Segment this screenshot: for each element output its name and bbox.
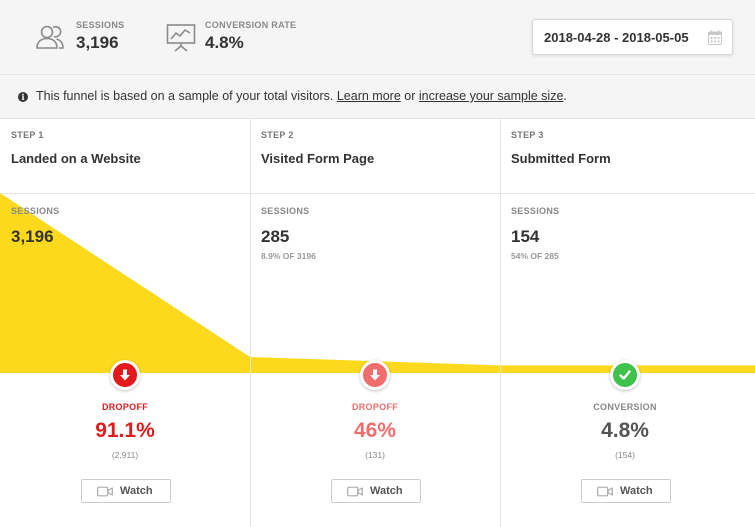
learn-more-link[interactable]: Learn more (336, 89, 401, 103)
change-kind: DROPOFF (351, 402, 399, 412)
funnel-area: STEP 1 Landed on a Website SESSIONS 3,19… (0, 119, 755, 527)
watch-button[interactable]: Watch (331, 479, 421, 503)
change-kind: DROPOFF (101, 402, 149, 412)
column-divider (250, 119, 251, 527)
funnel-shape (0, 193, 755, 373)
date-range-picker[interactable]: 2018-04-28 - 2018-05-05 (532, 19, 733, 55)
watch-label: Watch (620, 485, 653, 497)
step-number: STEP 3 (511, 130, 544, 140)
funnel-step-1: STEP 1 Landed on a Website SESSIONS 3,19… (0, 119, 250, 527)
sessions-value: 3,196 (11, 227, 54, 246)
column-divider (500, 119, 501, 527)
change-count: (154) (615, 450, 635, 460)
sample-notice: i This funnel is based on a sample of yo… (0, 75, 755, 119)
date-range-value: 2018-04-28 - 2018-05-05 (544, 30, 689, 45)
calendar-icon (708, 30, 722, 45)
conversion-badge (610, 360, 640, 390)
funnel-step-2: STEP 2 Visited Form Page SESSIONS 285 8.… (250, 119, 500, 527)
video-camera-icon (597, 486, 613, 497)
step-name: Submitted Form (511, 151, 611, 166)
change-percent: 91.1% (95, 419, 155, 442)
notice-or: or (404, 89, 416, 103)
video-camera-icon (347, 486, 363, 497)
sessions-label: SESSIONS (511, 206, 560, 216)
step-number: STEP 2 (261, 130, 294, 140)
change-percent: 4.8% (601, 419, 649, 442)
dropoff-badge (110, 360, 140, 390)
users-icon (36, 25, 64, 49)
watch-label: Watch (120, 485, 153, 497)
info-icon: i (18, 92, 28, 102)
arrow-down-icon (120, 369, 130, 381)
header-bar: SESSIONS 3,196 CONVERSION RATE 4.8% 2018… (0, 0, 755, 75)
conversion-rate-value: 4.8% (205, 33, 244, 52)
change-kind: CONVERSION (593, 402, 657, 412)
step-name: Landed on a Website (11, 151, 141, 166)
change-count: (2,911) (111, 450, 139, 460)
change-percent: 46% (353, 419, 397, 442)
step-number: STEP 1 (11, 130, 44, 140)
watch-button[interactable]: Watch (581, 479, 671, 503)
sessions-label: SESSIONS (11, 206, 60, 216)
sessions-percent: 54% OF 285 (511, 251, 559, 261)
notice-text: This funnel is based on a sample of your… (36, 89, 567, 103)
funnel-chart (0, 193, 755, 373)
sessions-percent: 8.9% OF 3196 (261, 251, 316, 261)
notice-end: . (563, 89, 567, 103)
sessions-value: 154 (511, 227, 540, 246)
watch-label: Watch (370, 485, 403, 497)
video-camera-icon (97, 486, 113, 497)
header-divider (0, 193, 755, 194)
notice-message: This funnel is based on a sample of your… (36, 89, 334, 103)
sessions-value: 285 (261, 227, 290, 246)
step-name: Visited Form Page (261, 151, 375, 166)
arrow-down-icon (370, 369, 380, 381)
watch-button[interactable]: Watch (81, 479, 171, 503)
change-count: (131) (365, 450, 385, 460)
conversion-rate-label: CONVERSION RATE (205, 20, 297, 30)
funnel-step-3: STEP 3 Submitted Form SESSIONS 154 54% O… (500, 119, 750, 527)
sessions-label: SESSIONS (261, 206, 310, 216)
increase-sample-size-link[interactable]: increase your sample size (418, 89, 564, 103)
check-icon (619, 370, 631, 380)
sessions-stat: SESSIONS 3,196 (34, 17, 164, 57)
dropoff-badge (360, 360, 390, 390)
sessions-label: SESSIONS (76, 20, 125, 30)
conversion-rate-stat: CONVERSION RATE 4.8% (165, 17, 315, 57)
sessions-value: 3,196 (76, 33, 119, 52)
presentation-chart-icon (166, 24, 196, 52)
